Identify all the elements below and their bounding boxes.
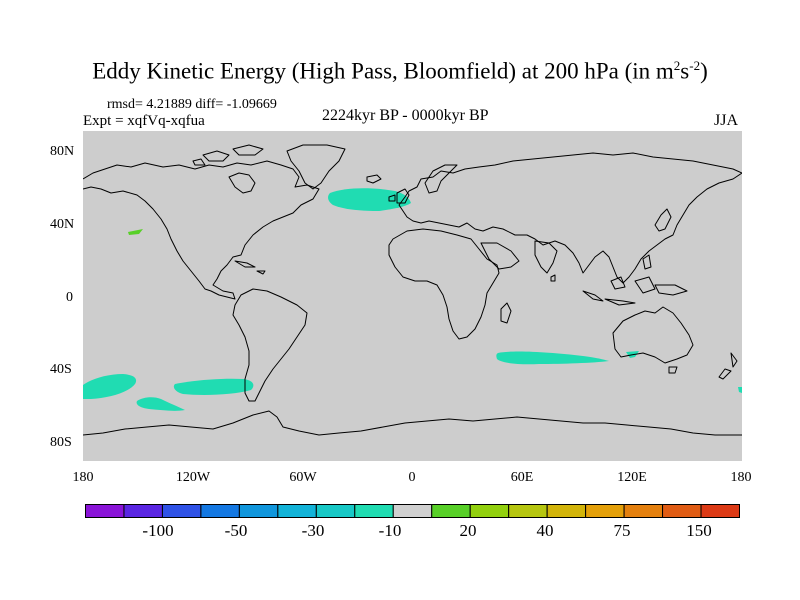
colorbar-cell: [123, 504, 163, 518]
coast-hudson-bay: [228, 172, 256, 194]
colorbar: [85, 504, 740, 518]
colorbar-cell: [200, 504, 240, 518]
anomaly-south-pacific-mid: [173, 378, 254, 395]
colorbar-cell: [469, 504, 510, 518]
anomaly-south-pacific-lower: [136, 397, 185, 411]
coast-japan: [654, 208, 672, 232]
coast-scandinavia: [424, 164, 458, 194]
lon-label-60w: 60W: [289, 470, 317, 485]
lon-label-180e: 180: [730, 470, 752, 485]
lat-label-40s: 40S: [50, 362, 72, 377]
coast-antarctica: [83, 410, 742, 436]
anomaly-east-edge: [738, 387, 742, 393]
coast-south-america: [232, 288, 308, 402]
colorbar-label-75: 75: [613, 521, 631, 540]
lat-label-0: 0: [66, 290, 73, 305]
map-title: Eddy Kinetic Energy (High Pass, Bloomfie…: [92, 58, 708, 84]
lat-label-80s: 80S: [50, 435, 72, 450]
period-label: 2224kyr BP - 0000kyr BP: [322, 107, 489, 124]
colorbar-cell: [161, 504, 202, 518]
coast-india: [534, 240, 558, 274]
colorbar-cell: [238, 504, 279, 518]
colorbar-label-minus50: -50: [224, 521, 248, 540]
coast-australia: [612, 306, 694, 364]
coast-north-america: [83, 160, 320, 300]
colorbar-cell: [623, 504, 664, 518]
season-label: JJA: [714, 112, 739, 129]
colorbar-label-150: 150: [686, 521, 712, 540]
colorbar-label-minus10: -10: [378, 521, 402, 540]
lon-label-180w: 180: [72, 470, 94, 485]
coast-britain: [388, 188, 410, 204]
lon-label-120w: 120W: [175, 470, 211, 485]
coast-arctic-islands: [192, 144, 264, 166]
green-patch-pacific: [128, 229, 143, 235]
experiment-label: Expt = xqfVq-xqfua: [83, 113, 205, 129]
map-background: [83, 131, 742, 461]
lat-label-80n: 80N: [50, 144, 75, 159]
colorbar-cell: [315, 504, 356, 518]
rmsd-stats: rmsd= 4.21889 diff= -1.09669: [107, 97, 277, 112]
coast-sri-lanka: [550, 274, 556, 282]
colorbar-label-minus30: -30: [301, 521, 325, 540]
colorbar-cell: [662, 504, 702, 518]
colorbar-cell: [700, 504, 740, 518]
colorbar-cell: [85, 504, 125, 518]
coast-madagascar: [500, 302, 512, 324]
coast-arabia: [480, 242, 520, 270]
coast-greenland: [286, 144, 346, 190]
coast-iceland: [366, 174, 382, 184]
colorbar-label-20: 20: [459, 521, 477, 540]
coast-new-zealand: [718, 352, 738, 380]
colorbar-cell: [277, 504, 317, 518]
coast-caribbean: [234, 260, 266, 275]
anomaly-south-pacific-west: [83, 374, 137, 399]
coast-indonesia: [582, 254, 688, 306]
colorbar-cell: [392, 504, 433, 518]
anomaly-south-indian-ocean: [496, 351, 609, 365]
world-map: [83, 131, 742, 461]
colorbar-cell: [508, 504, 548, 518]
lon-label-120e: 120E: [617, 470, 647, 485]
coast-africa: [388, 228, 500, 340]
coast-eurasia: [398, 152, 742, 284]
colorbar-cell: [546, 504, 587, 518]
coast-tasmania: [668, 366, 678, 374]
colorbar-label-40: 40: [536, 521, 554, 540]
lon-label-60e: 60E: [510, 470, 534, 485]
coastlines: [83, 144, 742, 436]
colorbar-cell: [585, 504, 625, 518]
colorbar-label-minus100: -100: [142, 521, 174, 540]
anomaly-patches: [83, 188, 742, 411]
lon-label-0: 0: [408, 470, 416, 485]
anomaly-north-atlantic: [328, 188, 411, 211]
colorbar-cell: [354, 504, 394, 518]
lat-label-40n: 40N: [50, 217, 75, 232]
colorbar-cell: [431, 504, 471, 518]
